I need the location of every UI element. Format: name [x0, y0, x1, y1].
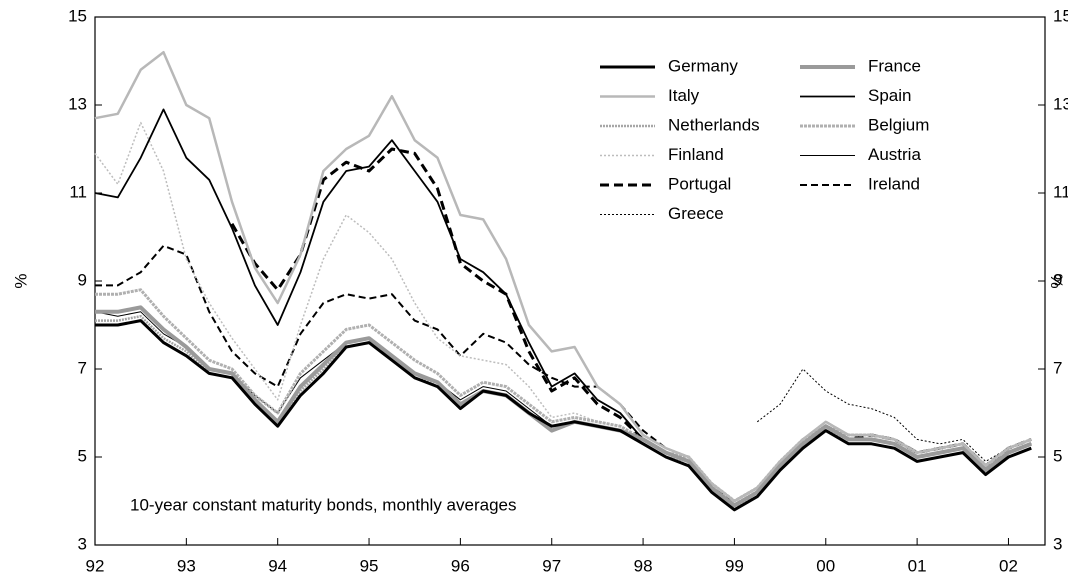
y-tick-label: 11 [69, 182, 87, 201]
x-tick-label: 99 [725, 556, 744, 575]
y-tick-label: 13 [68, 94, 87, 113]
y2-axis-label: % [1047, 273, 1066, 288]
legend-label: Portugal [668, 174, 731, 193]
legend-label: Netherlands [668, 115, 760, 134]
x-tick-label: 92 [86, 556, 105, 575]
x-tick-label: 96 [451, 556, 470, 575]
legend-label: Germany [668, 56, 738, 75]
y-tick-label: 3 [78, 534, 87, 553]
legend-label: Austria [868, 145, 921, 164]
y2-tick-label: 15 [1053, 6, 1068, 25]
series-line [95, 305, 1033, 508]
annotation: 10-year constant maturity bonds, monthly… [130, 495, 516, 514]
x-tick-label: 93 [177, 556, 196, 575]
series-line [95, 314, 1032, 512]
legend-label: France [868, 56, 921, 75]
legend-label: Greece [668, 204, 724, 223]
y-tick-label: 9 [78, 270, 87, 289]
series-line [95, 244, 1032, 502]
y-tick-label: 5 [78, 446, 87, 465]
y2-tick-label: 5 [1053, 446, 1062, 465]
x-tick-label: 02 [999, 556, 1018, 575]
series-line [95, 288, 1032, 503]
x-tick-label: 01 [908, 556, 927, 575]
series-line [756, 368, 1032, 462]
y-axis-label: % [11, 273, 30, 288]
y2-tick-label: 7 [1053, 358, 1062, 377]
x-tick-label: 00 [816, 556, 835, 575]
x-tick-label: 98 [634, 556, 653, 575]
y-tick-label: 15 [68, 6, 87, 25]
y2-tick-label: 11 [1053, 182, 1068, 201]
y-tick-label: 7 [78, 358, 87, 377]
legend-label: Ireland [868, 174, 920, 193]
x-tick-label: 94 [268, 556, 287, 575]
y2-tick-label: 9 [1053, 270, 1062, 289]
series-line [94, 311, 1032, 506]
legend-label: Italy [668, 86, 700, 105]
series-line [95, 319, 1032, 512]
legend-label: Finland [668, 145, 724, 164]
y2-tick-label: 13 [1053, 94, 1068, 113]
x-tick-label: 97 [542, 556, 561, 575]
y2-tick-label: 3 [1053, 534, 1062, 553]
series-line [94, 50, 1032, 503]
x-tick-label: 95 [360, 556, 379, 575]
series-line [94, 108, 1032, 507]
legend-label: Spain [868, 86, 911, 105]
legend-label: Belgium [868, 115, 929, 134]
